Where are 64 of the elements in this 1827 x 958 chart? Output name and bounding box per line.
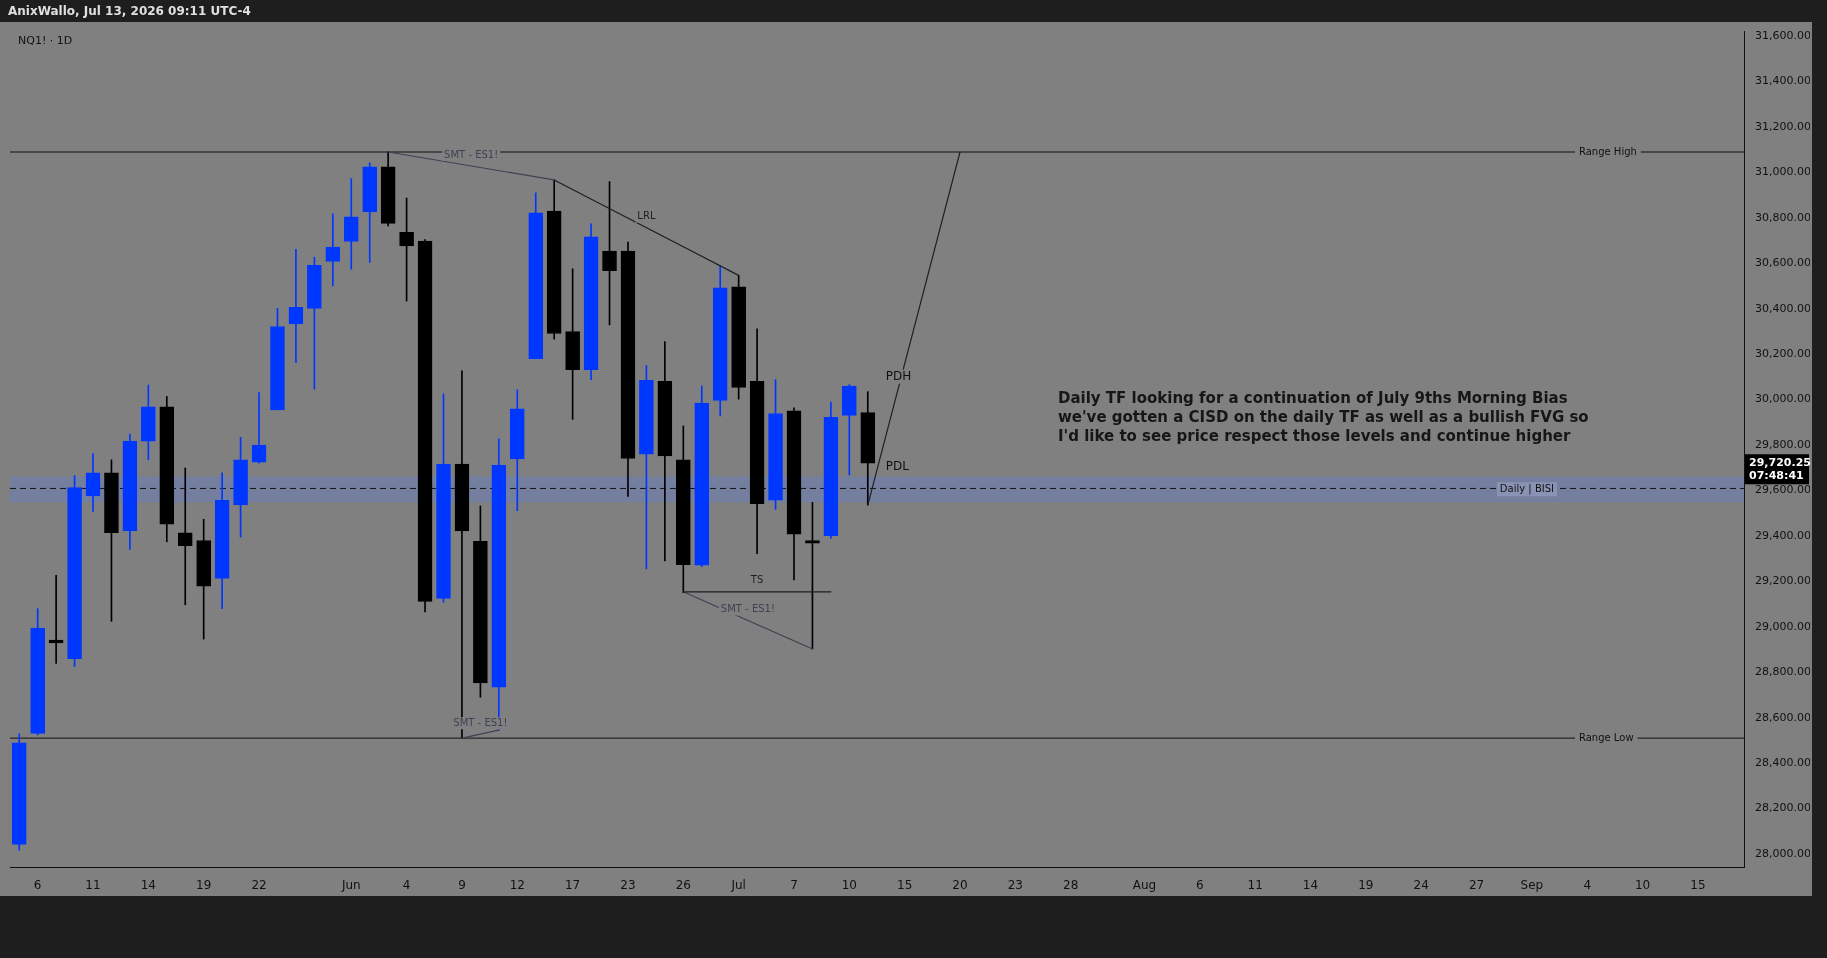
x-tick-label: 6: [33, 877, 42, 892]
x-tick-label: 15: [1690, 877, 1706, 892]
y-tick-label: 30,200.00: [1755, 347, 1811, 361]
y-tick-label: 31,400.00: [1755, 74, 1811, 88]
x-tick-label: 10: [841, 877, 857, 892]
y-tick-label: 30,800.00: [1755, 210, 1811, 224]
annotation: Daily TF looking for a continuation of July 9ths Morning Bias we've gotten a CISD on the daily TF as well as a bullish FVG so I'd like to see price respect those levels and continue higher: [1058, 389, 1589, 446]
y-tick-label: 29,600.00: [1755, 483, 1811, 497]
x-tick-label: 20: [952, 877, 968, 892]
x-tick-label: 15: [897, 877, 913, 892]
y-tick-label: 28,800.00: [1755, 665, 1811, 679]
x-tick-label: 12: [509, 877, 525, 892]
chart-title: NQ1! · 1D: [18, 34, 73, 47]
x-tick-label: 17: [564, 877, 581, 892]
series-label: LRL: [637, 210, 656, 222]
x-tick-label: Jun: [340, 877, 361, 892]
y-tick-label: 30,400.00: [1755, 301, 1811, 315]
x-tick-label: 22: [251, 877, 267, 892]
x-tick-label: 6: [1196, 877, 1204, 892]
x-tick-label: 27: [1468, 877, 1485, 892]
y-tick-label: 29,200.00: [1755, 574, 1811, 588]
x-tick-label: 11: [1247, 877, 1263, 892]
x-tick-label: 24: [1413, 877, 1429, 892]
series-label: SMT - ES1!: [453, 716, 508, 728]
y-tick-label: 29,800.00: [1755, 437, 1811, 451]
x-tick-label: 23: [620, 877, 636, 892]
y-tick-label: 31,000.00: [1755, 165, 1811, 179]
series-label: SMT - ES1!: [720, 603, 775, 615]
y-tick-label: 30,000.00: [1755, 392, 1811, 406]
y-tick-label: 28,400.00: [1755, 755, 1811, 769]
x-tick-label: 26: [675, 877, 691, 892]
y-tick-label: 28,200.00: [1755, 801, 1811, 815]
x-tick-label: 14: [1302, 877, 1319, 892]
x-tick-label: Jul: [730, 877, 746, 892]
x-tick-label: 14: [140, 877, 156, 892]
text: 29,720.25: [1749, 456, 1811, 470]
ref-line-label: Range Low: [1579, 731, 1634, 743]
series-label: SMT - ES1!: [444, 148, 499, 160]
x-tick-label: Aug: [1132, 877, 1157, 892]
x-tick-label: 4: [1583, 877, 1592, 892]
x-tick-label: Sep: [1520, 877, 1544, 892]
x-tick-label: 19: [196, 877, 212, 892]
y-tick-label: 29,400.00: [1755, 528, 1811, 542]
x-tick-label: 23: [1007, 877, 1023, 892]
band-label: Daily | BISI: [1499, 482, 1554, 495]
series-label: TS: [749, 574, 764, 586]
text: 07:48:41: [1749, 469, 1804, 483]
x-tick-label: 4: [402, 877, 411, 892]
ref-line-label: Range High: [1579, 145, 1637, 157]
y-tick-label: 31,200.00: [1755, 119, 1811, 133]
x-tick-label: 19: [1358, 877, 1374, 892]
y-tick-label: 28,000.00: [1755, 846, 1811, 860]
y-tick-label: 31,600.00: [1755, 29, 1811, 42]
x-tick-label: 28: [1063, 877, 1079, 892]
x-tick-label: 11: [85, 877, 101, 892]
annotation: PDL: [885, 459, 910, 474]
y-tick-label: 28,600.00: [1755, 710, 1811, 724]
x-tick-label: 7: [790, 877, 798, 892]
x-tick-label: 10: [1634, 877, 1651, 892]
y-tick-label: 29,000.00: [1755, 619, 1811, 633]
y-tick-label: 30,600.00: [1755, 256, 1811, 270]
chart-subtitle: AnixWallo, Jul 13, 2026 09:11 UTC-4: [8, 4, 251, 18]
annotation: PDH: [885, 368, 912, 383]
x-tick-label: 9: [458, 877, 466, 892]
